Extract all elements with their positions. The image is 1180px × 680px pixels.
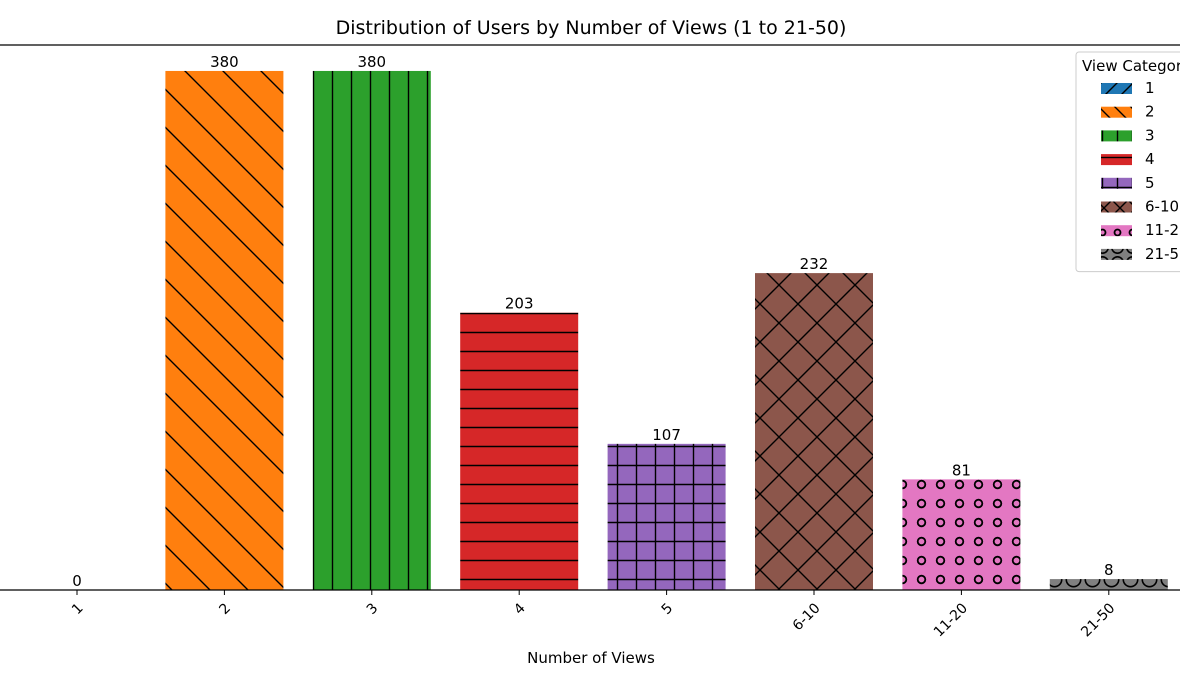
x-tick-label-3: 3 (364, 600, 382, 618)
bars-group: 0 380 380 203 107 232 81 8 (72, 53, 1168, 590)
bar-value-label-4: 203 (505, 295, 534, 313)
bar-value-label-2: 380 (210, 53, 239, 71)
legend-label-1: 1 (1145, 79, 1155, 97)
legend-swatch-1 (1101, 83, 1132, 94)
bar-4 (460, 312, 579, 590)
legend-label-3: 3 (1145, 126, 1155, 144)
x-tick-label-5: 5 (659, 600, 677, 618)
bar-11-20 (902, 479, 1021, 590)
bar-value-label-6-10: 232 (800, 255, 829, 273)
legend-swatch-5 (1101, 177, 1132, 189)
x-tick-label-1: 1 (69, 600, 87, 618)
x-tick-label-21-50: 21-50 (1078, 600, 1118, 640)
legend-swatch-2 (1101, 106, 1132, 118)
x-tick-label-2: 2 (216, 600, 234, 618)
bar-3 (312, 70, 431, 590)
legend-swatch-6-10 (1101, 201, 1132, 213)
bar-2 (165, 70, 284, 590)
legend-label-21-50: 21-50 (1145, 245, 1180, 263)
legend-label-2: 2 (1145, 103, 1155, 121)
legend-label-6-10: 6-10 (1145, 198, 1179, 216)
legend: View Category 1 2 3 4 5 6-10 11-20 21-50 (1075, 51, 1180, 273)
bar-value-label-5: 107 (652, 426, 681, 444)
x-ticks-group: 1 2 3 4 5 6-10 11-20 21-50 (69, 590, 1118, 640)
x-axis-label: Number of Views (527, 649, 655, 667)
x-tick-label-4: 4 (511, 600, 529, 618)
axes-group (0, 44, 1180, 591)
legend-swatch-21-50 (1101, 248, 1132, 260)
bar-value-label-21-50: 8 (1104, 561, 1114, 579)
legend-label-11-20: 11-20 (1145, 221, 1180, 239)
chart-title: Distribution of Users by Number of Views… (336, 17, 847, 39)
x-tick-label-11-20: 11-20 (931, 600, 971, 640)
legend-swatch-3 (1101, 130, 1132, 142)
legend-title: View Category (1082, 57, 1180, 75)
bar-value-label-1: 0 (72, 572, 82, 590)
x-tick-label-6-10: 6-10 (790, 600, 824, 634)
bar-6-10 (755, 273, 873, 590)
legend-label-5: 5 (1145, 174, 1155, 192)
bar-21-50 (1049, 579, 1168, 590)
legend-swatch-11-20 (1101, 225, 1132, 237)
legend-swatch-4 (1101, 154, 1132, 166)
legend-label-4: 4 (1145, 150, 1155, 168)
bar-5 (607, 443, 726, 590)
bar-value-label-3: 380 (357, 53, 386, 71)
bar-value-label-11-20: 81 (952, 461, 971, 479)
